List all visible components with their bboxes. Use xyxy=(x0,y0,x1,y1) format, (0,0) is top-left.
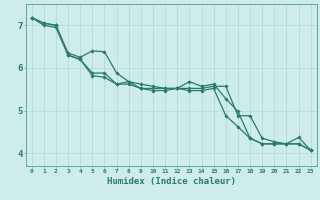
X-axis label: Humidex (Indice chaleur): Humidex (Indice chaleur) xyxy=(107,177,236,186)
